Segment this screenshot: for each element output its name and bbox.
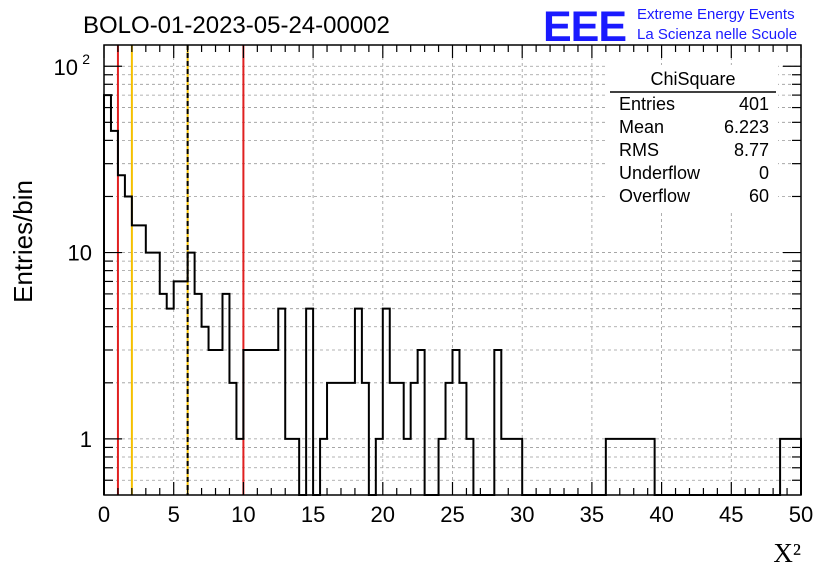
x-axis-label: X² <box>773 538 801 568</box>
x-tick-label: 35 <box>580 502 604 527</box>
eee-logo-line1: Extreme Energy Events <box>637 6 795 23</box>
x-tick-label: 15 <box>301 502 325 527</box>
stats-box: ChiSquare Entries 401 Mean 6.223 RMS 8.77 Unde… <box>608 65 778 213</box>
axis-ticks <box>103 45 802 495</box>
stats-row-value: 401 <box>739 94 769 114</box>
threshold-lines <box>116 45 245 495</box>
y-tick-label-exponent: 2 <box>82 51 90 67</box>
y-tick-label: 10 <box>68 241 92 266</box>
histogram-outline <box>103 94 802 496</box>
y-tick-label: 10 <box>54 55 78 80</box>
stats-row-value: 60 <box>749 186 769 206</box>
x-tick-label: 5 <box>168 502 180 527</box>
eee-logo-line2: La Scienza nelle Scuole <box>637 26 797 43</box>
stats-row-label: RMS <box>619 140 659 160</box>
x-tick-label: 10 <box>231 502 255 527</box>
stats-row-value: 0 <box>759 163 769 183</box>
x-tick-labels: 0 5 10 15 20 25 30 35 40 45 50 <box>98 502 813 527</box>
stats-box-background <box>608 65 778 213</box>
x-tick-label: 20 <box>371 502 395 527</box>
y-tick-label: 1 <box>80 427 92 452</box>
stats-row-value: 6.223 <box>724 117 769 137</box>
stats-row-value: 8.77 <box>734 140 769 160</box>
chart-title: BOLO-01-2023-05-24-00002 <box>83 12 390 39</box>
x-tick-label: 0 <box>98 502 110 527</box>
x-tick-label: 40 <box>649 502 673 527</box>
x-tick-label: 25 <box>440 502 464 527</box>
stats-row-label: Underflow <box>619 163 701 183</box>
eee-logo-mark: EEE <box>543 3 626 51</box>
x-tick-label: 45 <box>719 502 743 527</box>
y-axis-label: Entries/bin <box>8 180 38 303</box>
x-tick-label: 30 <box>510 502 534 527</box>
histogram <box>103 94 802 496</box>
eee-logo: EEE Extreme Energy Events La Scienza nel… <box>543 3 797 51</box>
stats-box-name: ChiSquare <box>650 69 735 89</box>
x-tick-label: 50 <box>789 502 813 527</box>
stats-row-label: Entries <box>619 94 675 114</box>
stats-row-label: Overflow <box>619 186 691 206</box>
stats-row-label: Mean <box>619 117 664 137</box>
